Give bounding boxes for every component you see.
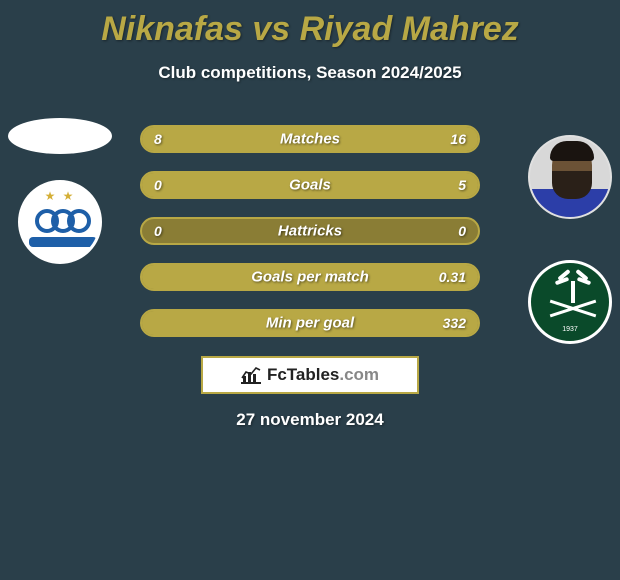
stat-label: Min per goal [266, 315, 354, 332]
player-left-photo [8, 118, 112, 154]
stat-value-right: 16 [450, 131, 466, 147]
stat-label: Matches [280, 131, 340, 148]
stat-row: Min per goal 332 [140, 309, 480, 337]
date-label: 27 november 2024 [0, 410, 620, 430]
stat-value-right: 0 [458, 223, 466, 239]
stat-value-left: 0 [154, 223, 162, 239]
stat-row: 0 Goals 5 [140, 171, 480, 199]
subtitle: Club competitions, Season 2024/2025 [0, 63, 620, 83]
stat-row: 8 Matches 16 [140, 125, 480, 153]
club-right-badge: 1937 [528, 260, 612, 344]
brand-box: FcTables.com [201, 356, 419, 394]
stat-value-right: 5 [458, 177, 466, 193]
stat-value-right: 332 [443, 315, 466, 331]
stat-label: Hattricks [278, 223, 342, 240]
stats-container: 8 Matches 16 0 Goals 5 0 Hattricks 0 Goals per ma… [140, 125, 480, 355]
brand-text: FcTables.com [267, 365, 379, 385]
stat-label: Goals [289, 177, 331, 194]
stat-value-left: 8 [154, 131, 162, 147]
stat-value-right: 0.31 [439, 269, 466, 285]
stat-value-left: 0 [154, 177, 162, 193]
page-title: Niknafas vs Riyad Mahrez [0, 0, 620, 49]
club-left-badge: ★ ★ [18, 180, 102, 264]
brand-chart-icon [241, 366, 261, 384]
player-right-photo [528, 135, 612, 219]
stat-label: Goals per match [251, 269, 369, 286]
stat-row: Goals per match 0.31 [140, 263, 480, 291]
stat-row: 0 Hattricks 0 [140, 217, 480, 245]
